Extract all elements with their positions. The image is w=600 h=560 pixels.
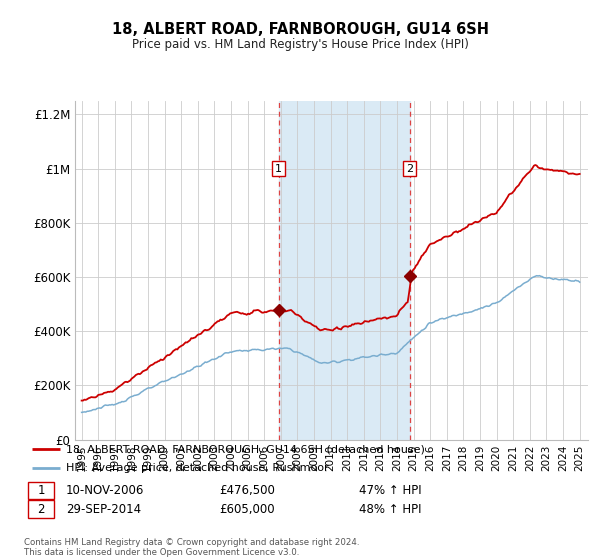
Text: Contains HM Land Registry data © Crown copyright and database right 2024.
This d: Contains HM Land Registry data © Crown c… xyxy=(24,538,359,557)
Text: 18, ALBERT ROAD, FARNBOROUGH, GU14 6SH: 18, ALBERT ROAD, FARNBOROUGH, GU14 6SH xyxy=(112,22,488,38)
Text: 47% ↑ HPI: 47% ↑ HPI xyxy=(359,484,421,497)
Text: 29-SEP-2014: 29-SEP-2014 xyxy=(66,502,141,516)
Text: Price paid vs. HM Land Registry's House Price Index (HPI): Price paid vs. HM Land Registry's House … xyxy=(131,38,469,50)
Text: £605,000: £605,000 xyxy=(220,502,275,516)
Bar xyxy=(278,101,410,440)
Text: 1: 1 xyxy=(37,484,45,497)
Text: 2: 2 xyxy=(406,164,413,174)
Bar xyxy=(28,482,53,500)
Text: 10-NOV-2006: 10-NOV-2006 xyxy=(66,484,144,497)
Text: 2: 2 xyxy=(37,502,45,516)
Text: £476,500: £476,500 xyxy=(220,484,275,497)
Text: 1: 1 xyxy=(275,164,282,174)
Text: HPI: Average price, detached house, Rushmoor: HPI: Average price, detached house, Rush… xyxy=(66,463,328,473)
Text: 48% ↑ HPI: 48% ↑ HPI xyxy=(359,502,421,516)
Bar xyxy=(28,501,53,517)
Text: 18, ALBERT ROAD, FARNBOROUGH, GU14 6SH (detached house): 18, ALBERT ROAD, FARNBOROUGH, GU14 6SH (… xyxy=(66,445,425,455)
